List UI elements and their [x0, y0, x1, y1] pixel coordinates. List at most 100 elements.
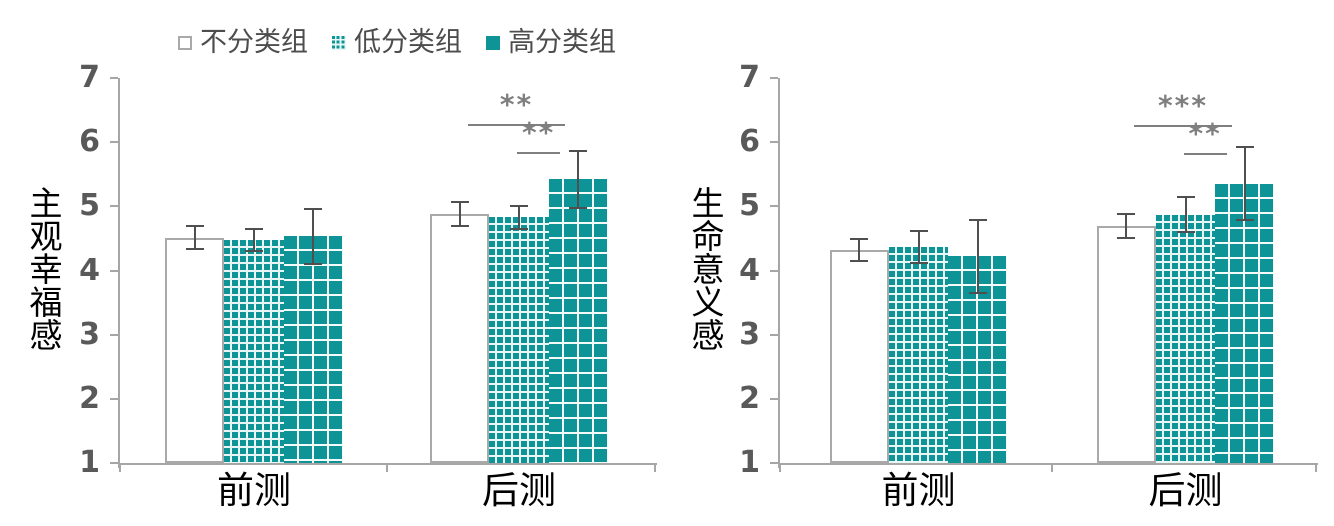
- error-bar-cap-bottom: [1235, 219, 1254, 222]
- error-bar-cap-top: [968, 218, 987, 221]
- y-tick-mark: [110, 269, 118, 272]
- bar-large-grid: [548, 179, 608, 463]
- error-bar-cap-top: [850, 238, 869, 241]
- y-tick-label: 4: [79, 252, 100, 288]
- y-tick-mark: [110, 141, 118, 144]
- error-bar-stem: [577, 151, 580, 208]
- y-tick-mark: [770, 397, 778, 400]
- error-bar-cap-top: [450, 201, 469, 204]
- error-bar-cap-bottom: [569, 206, 588, 209]
- legend-item: 低分类组: [332, 28, 462, 58]
- y-tick-mark: [770, 77, 778, 79]
- bar-fine-grid: [224, 239, 284, 463]
- y-tick-mark: [770, 269, 778, 272]
- error-bar-stem: [1125, 214, 1128, 239]
- error-bar-cap-top: [245, 227, 263, 230]
- significance-line: [467, 124, 566, 127]
- error-bar-cap-top: [510, 204, 528, 207]
- bar-fine-grid: [888, 247, 949, 463]
- x-category-label: 后测: [1148, 469, 1223, 512]
- error-bar-stem: [917, 231, 920, 264]
- legend-item: 高分类组: [486, 28, 616, 58]
- x-tick-mark: [386, 465, 388, 472]
- error-bar-stem: [518, 205, 520, 229]
- error-bar-cap-top: [185, 225, 204, 228]
- significance-line: [517, 152, 561, 155]
- error-bar-cap-bottom: [185, 248, 204, 251]
- x-category-label: 前测: [217, 469, 291, 512]
- error-bar-cap-bottom: [450, 224, 469, 227]
- error-bar-cap-bottom: [304, 263, 323, 266]
- error-bar-stem: [458, 202, 461, 226]
- significance-line: [1134, 125, 1232, 128]
- y-axis-title: 生命意义感: [686, 186, 725, 351]
- significance-line: [1183, 153, 1227, 156]
- y-tick-mark: [110, 333, 118, 336]
- x-tick-mark: [654, 465, 656, 472]
- x-axis-line: [778, 463, 1318, 465]
- error-bar-cap-top: [569, 150, 588, 153]
- error-bar-cap-bottom: [1176, 231, 1195, 233]
- y-axis-line: [778, 78, 780, 468]
- error-bar-stem: [976, 219, 979, 293]
- error-bar-cap-bottom: [968, 291, 987, 294]
- fine-grid-swatch-icon: [332, 36, 346, 50]
- y-tick-mark: [110, 77, 118, 79]
- bar-white: [165, 237, 225, 463]
- legend: 不分类组 低分类组 高分类组: [178, 28, 616, 58]
- legend-label: 不分类组: [200, 27, 308, 58]
- error-bar-cap-top: [1235, 146, 1254, 149]
- x-tick-mark: [119, 465, 121, 472]
- y-tick-label: 5: [79, 188, 100, 224]
- y-tick-label: 7: [739, 60, 760, 95]
- error-bar-cap-bottom: [909, 262, 928, 265]
- x-category-label: 后测: [482, 469, 556, 512]
- bar-large-grid: [283, 236, 343, 463]
- legend-label: 高分类组: [508, 27, 616, 58]
- white-swatch-icon: [178, 36, 192, 50]
- legend-label: 低分类组: [354, 27, 462, 58]
- y-tick-label: 6: [79, 124, 100, 160]
- y-tick-label: 5: [739, 188, 760, 224]
- y-tick-mark: [110, 462, 118, 464]
- y-tick-mark: [770, 205, 778, 208]
- bar-white: [829, 249, 889, 463]
- bar-large-grid: [1215, 183, 1275, 463]
- y-tick-mark: [770, 333, 778, 336]
- error-bar-cap-bottom: [245, 249, 263, 252]
- error-bar-cap-top: [1176, 196, 1195, 199]
- y-tick-label: 7: [79, 60, 100, 95]
- error-bar-stem: [253, 228, 255, 251]
- error-bar-stem: [1184, 197, 1187, 232]
- error-bar-stem: [312, 208, 315, 265]
- error-bar-cap-top: [304, 207, 323, 210]
- error-bar-cap-bottom: [510, 227, 528, 230]
- solid-swatch-icon: [486, 36, 500, 50]
- x-tick-mark: [779, 465, 781, 472]
- error-bar-cap-bottom: [850, 259, 869, 262]
- significance-label: **: [522, 116, 556, 150]
- y-tick-mark: [110, 205, 118, 208]
- y-axis-title: 主观幸福感: [24, 186, 63, 351]
- bar-white: [430, 214, 490, 463]
- y-axis-line: [118, 78, 120, 468]
- bar-fine-grid: [489, 217, 549, 463]
- y-tick-label: 2: [79, 380, 100, 416]
- significance-label: **: [499, 88, 534, 122]
- y-tick-label: 1: [739, 445, 760, 480]
- y-tick-mark: [110, 397, 118, 400]
- bar-white: [1096, 226, 1156, 463]
- x-category-label: 前测: [881, 469, 956, 512]
- x-axis-line: [118, 463, 657, 465]
- error-bar-stem: [858, 239, 861, 261]
- y-tick-mark: [770, 141, 778, 144]
- error-bar-stem: [1243, 147, 1246, 221]
- significance-label: **: [1188, 117, 1222, 151]
- y-tick-label: 1: [79, 445, 100, 480]
- error-bar-cap-top: [1117, 213, 1136, 216]
- error-bar-cap-bottom: [1117, 237, 1136, 240]
- y-tick-label: 3: [79, 316, 100, 352]
- error-bar-cap-top: [909, 230, 928, 233]
- legend-item: 不分类组: [178, 28, 308, 58]
